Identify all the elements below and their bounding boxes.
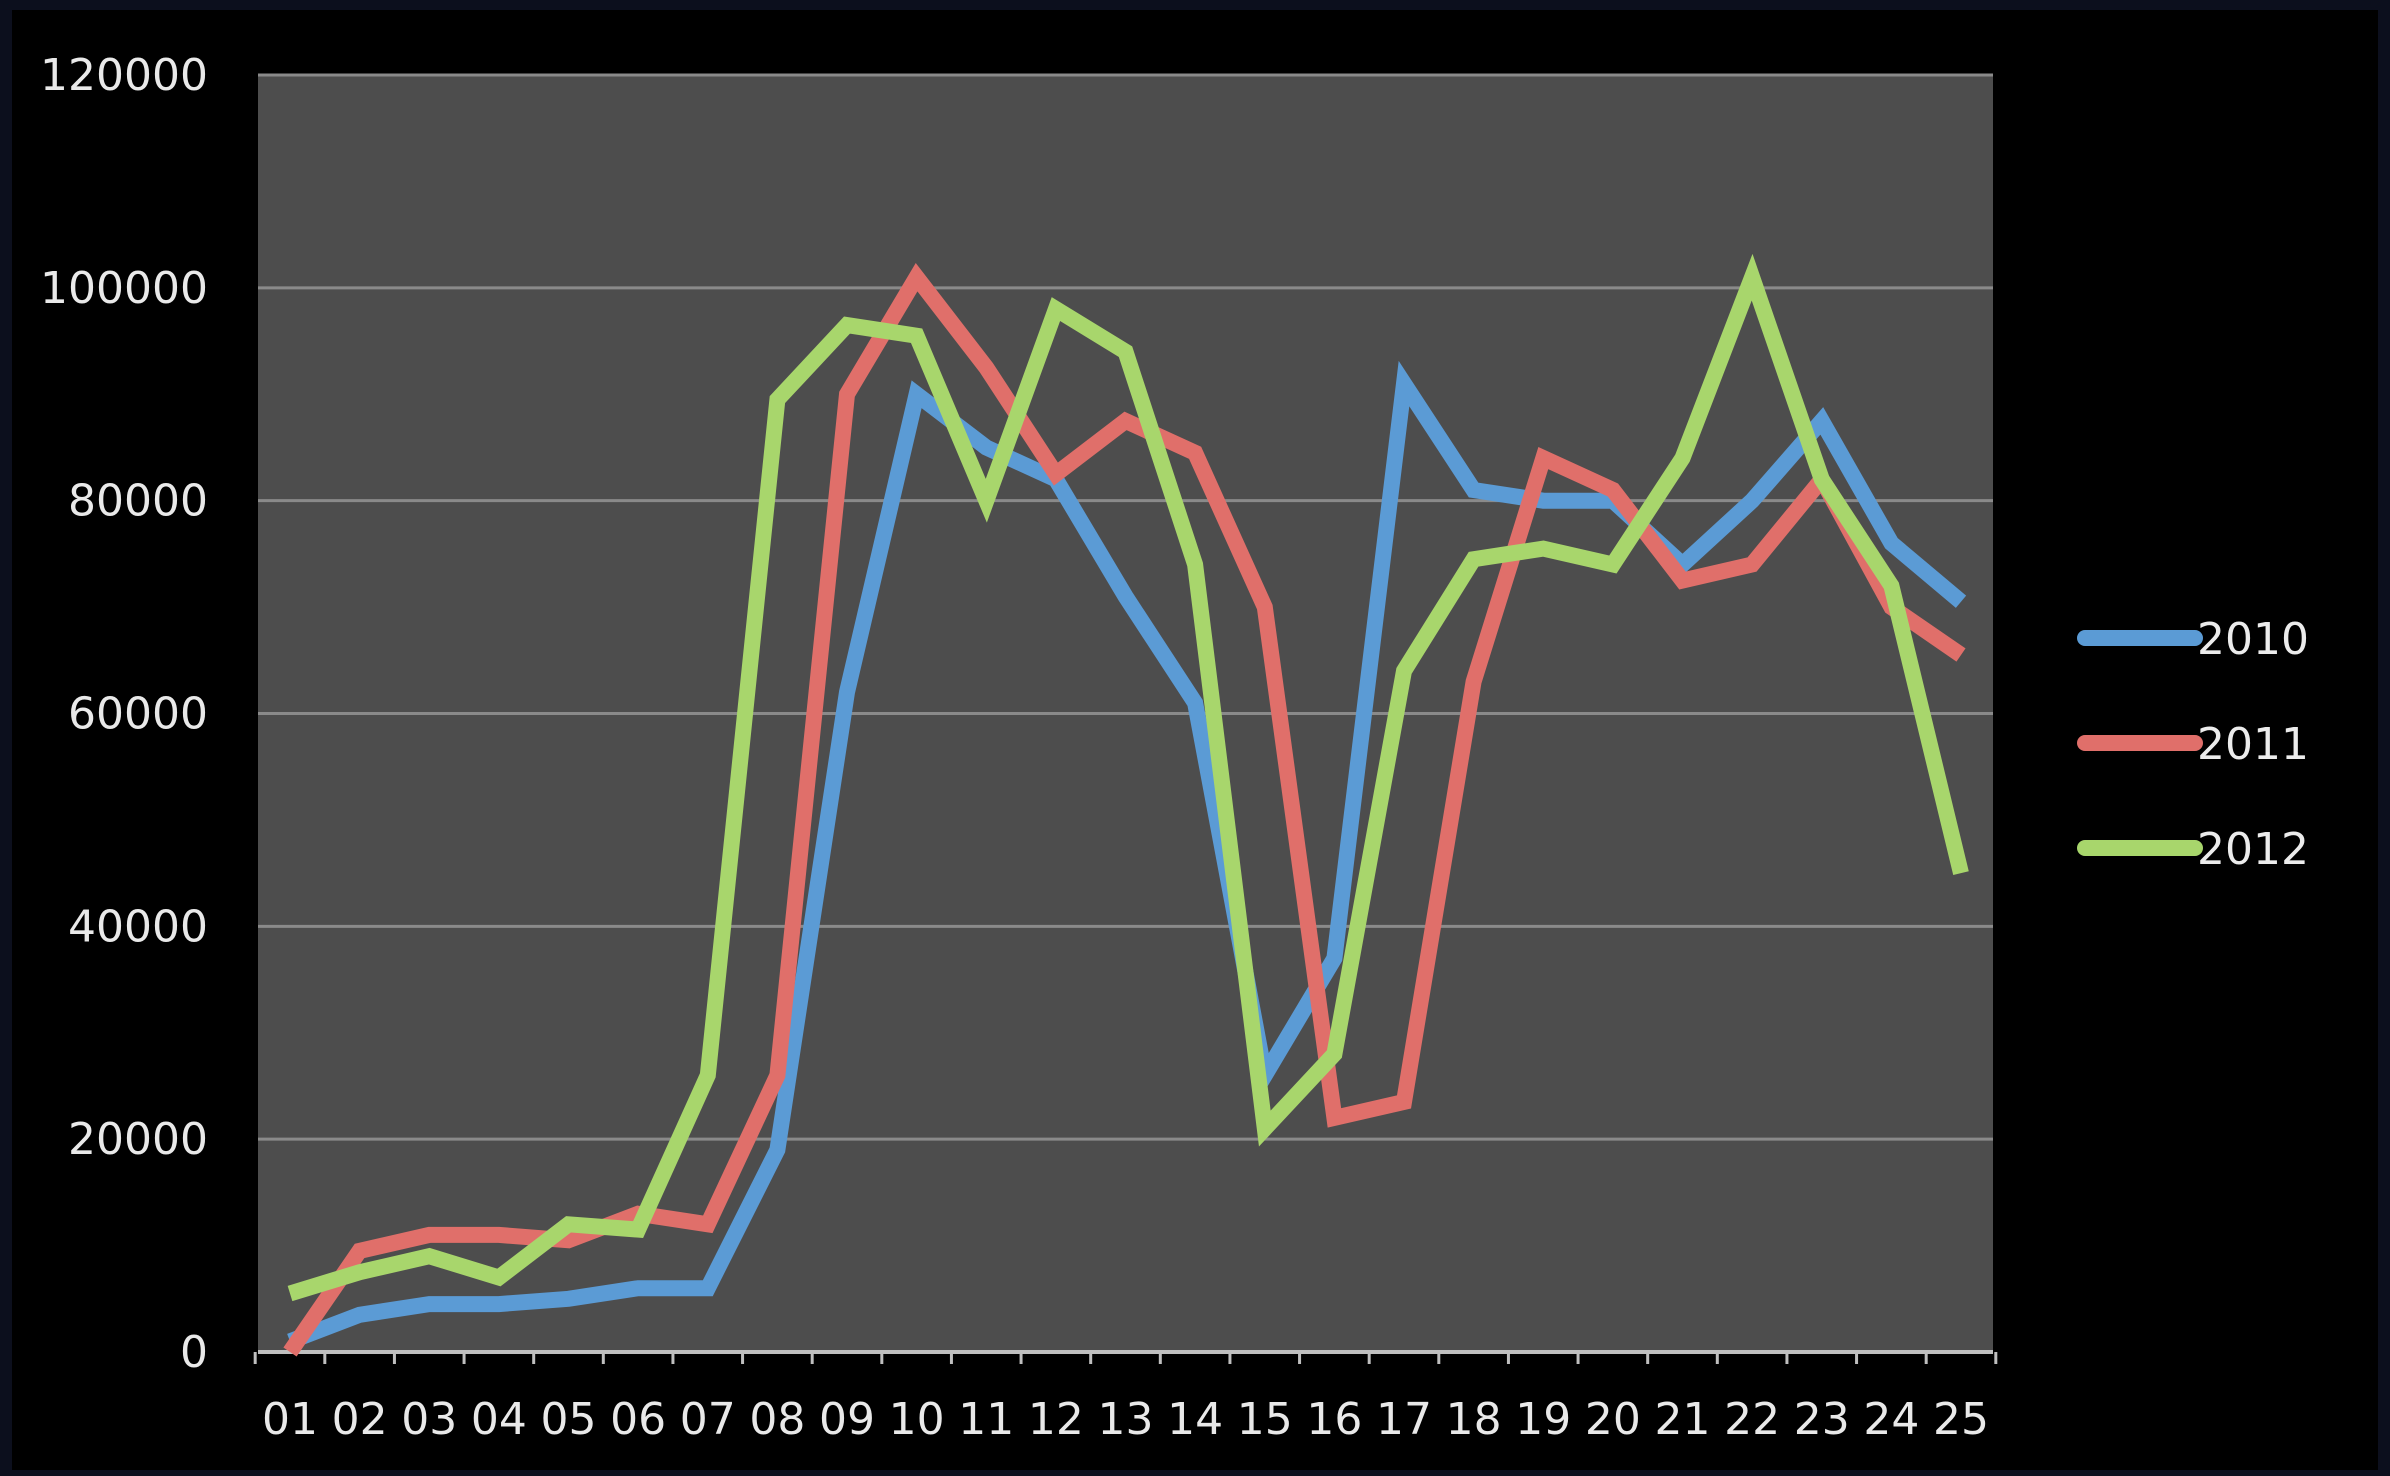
x-tick-label: 15 bbox=[1237, 1394, 1293, 1445]
series-line-2012 bbox=[287, 253, 1969, 1302]
x-tick-label: 14 bbox=[1167, 1394, 1223, 1445]
x-tick-label: 21 bbox=[1655, 1394, 1711, 1445]
x-tick-label: 05 bbox=[541, 1394, 597, 1445]
legend-label: 2011 bbox=[2197, 719, 2309, 770]
legend-label: 2010 bbox=[2197, 614, 2309, 665]
x-tick-label: 10 bbox=[889, 1394, 945, 1445]
x-tick-label: 23 bbox=[1794, 1394, 1850, 1445]
y-axis-ticks: 0 20000 40000 60000 80000 100000 120000 bbox=[40, 50, 208, 1378]
legend: 2010 2011 2012 bbox=[2077, 614, 2309, 875]
x-tick-label: 17 bbox=[1376, 1394, 1432, 1445]
x-axis-ticks: 01 02 03 04 05 06 07 08 09 10 11 12 13 14 15 16 17 18 19 20… bbox=[262, 1394, 1989, 1445]
y-tick-label: 60000 bbox=[68, 689, 208, 740]
x-tick-label: 06 bbox=[610, 1394, 666, 1445]
x-tick-label: 16 bbox=[1306, 1394, 1362, 1445]
axes bbox=[253, 1350, 1998, 1364]
x-tick-label: 07 bbox=[680, 1394, 736, 1445]
gridlines bbox=[258, 73, 1993, 1141]
x-tick-label: 20 bbox=[1585, 1394, 1641, 1445]
y-tick-label: 100000 bbox=[40, 263, 208, 314]
x-tick-label: 24 bbox=[1863, 1394, 1919, 1445]
x-tick-label: 08 bbox=[749, 1394, 805, 1445]
y-tick-label: 20000 bbox=[68, 1114, 208, 1165]
x-tick-label: 19 bbox=[1515, 1394, 1571, 1445]
x-tick-label: 03 bbox=[401, 1394, 457, 1445]
x-tick-label: 18 bbox=[1446, 1394, 1502, 1445]
series-lines bbox=[283, 253, 1969, 1357]
series-line-2010 bbox=[287, 360, 1967, 1349]
x-tick-label: 13 bbox=[1098, 1394, 1154, 1445]
x-tick-label: 22 bbox=[1724, 1394, 1780, 1445]
x-tick-label: 09 bbox=[819, 1394, 875, 1445]
x-tick-label: 04 bbox=[471, 1394, 527, 1445]
legend-label: 2012 bbox=[2197, 824, 2309, 875]
x-tick-label: 02 bbox=[332, 1394, 388, 1445]
y-tick-label: 80000 bbox=[68, 476, 208, 527]
x-tick-label: 01 bbox=[262, 1394, 318, 1445]
y-tick-label: 40000 bbox=[68, 901, 208, 952]
x-tick-label: 25 bbox=[1933, 1394, 1989, 1445]
series-line-2011 bbox=[283, 262, 1966, 1357]
y-tick-label: 0 bbox=[180, 1327, 208, 1378]
y-tick-label: 120000 bbox=[40, 50, 208, 101]
x-tick-label: 11 bbox=[958, 1394, 1014, 1445]
x-tick-label: 12 bbox=[1028, 1394, 1084, 1445]
